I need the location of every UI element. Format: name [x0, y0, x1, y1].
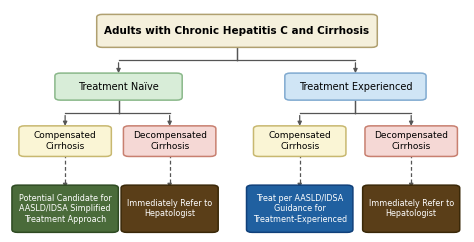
Text: Compensated
Cirrhosis: Compensated Cirrhosis	[34, 131, 97, 151]
FancyBboxPatch shape	[19, 126, 111, 157]
FancyBboxPatch shape	[123, 126, 216, 157]
Text: Treatment Naïve: Treatment Naïve	[78, 82, 159, 92]
Text: Compensated
Cirrhosis: Compensated Cirrhosis	[268, 131, 331, 151]
Text: Potential Candidate for
AASLD/IDSA Simplified
Treatment Approach: Potential Candidate for AASLD/IDSA Simpl…	[19, 194, 111, 224]
Text: Decompensated
Cirrhosis: Decompensated Cirrhosis	[133, 131, 207, 151]
FancyBboxPatch shape	[121, 185, 218, 232]
Text: Treat per AASLD/IDSA
Guidance for
Treatment-Experienced: Treat per AASLD/IDSA Guidance for Treatm…	[253, 194, 347, 224]
FancyBboxPatch shape	[97, 14, 377, 47]
FancyBboxPatch shape	[55, 73, 182, 100]
FancyBboxPatch shape	[254, 126, 346, 157]
FancyBboxPatch shape	[12, 185, 118, 232]
FancyBboxPatch shape	[365, 126, 457, 157]
FancyBboxPatch shape	[285, 73, 426, 100]
Text: Immediately Refer to
Hepatologist: Immediately Refer to Hepatologist	[127, 199, 212, 219]
FancyBboxPatch shape	[363, 185, 460, 232]
FancyBboxPatch shape	[246, 185, 353, 232]
Text: Decompensated
Cirrhosis: Decompensated Cirrhosis	[374, 131, 448, 151]
Text: Treatment Experienced: Treatment Experienced	[299, 82, 412, 92]
Text: Immediately Refer to
Hepatologist: Immediately Refer to Hepatologist	[369, 199, 454, 219]
Text: Adults with Chronic Hepatitis C and Cirrhosis: Adults with Chronic Hepatitis C and Cirr…	[104, 26, 370, 36]
